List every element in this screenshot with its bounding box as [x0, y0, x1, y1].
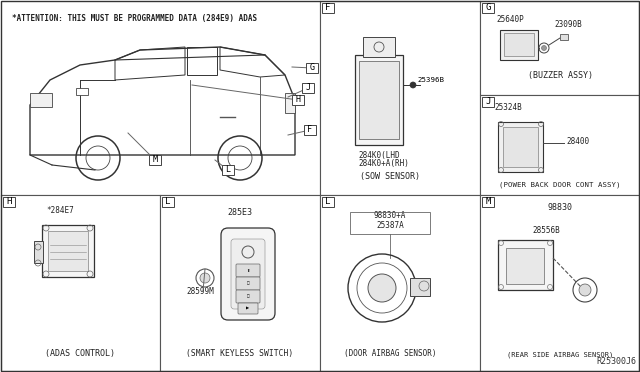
Text: M: M — [152, 155, 157, 164]
Bar — [76, 88, 88, 95]
Bar — [350, 212, 430, 234]
Bar — [292, 95, 304, 105]
Bar — [355, 55, 403, 145]
Bar — [482, 3, 494, 13]
Text: G: G — [310, 64, 314, 73]
Bar — [506, 248, 544, 284]
Bar — [504, 33, 534, 56]
Bar — [48, 231, 88, 271]
Circle shape — [579, 284, 591, 296]
Text: ▶: ▶ — [246, 307, 250, 311]
Bar — [410, 278, 430, 296]
Text: L: L — [325, 198, 331, 206]
Text: F: F — [325, 3, 331, 13]
Bar — [480, 1, 639, 95]
Text: 25640P: 25640P — [496, 15, 524, 24]
Bar — [306, 63, 318, 73]
Text: (ADAS CONTROL): (ADAS CONTROL) — [45, 349, 115, 358]
Text: *ATTENTION: THIS MUST BE PROGRAMMED DATA (284E9) ADAS: *ATTENTION: THIS MUST BE PROGRAMMED DATA… — [12, 14, 257, 23]
Text: 98830+A: 98830+A — [374, 211, 406, 220]
Bar — [3, 197, 15, 207]
Text: H: H — [6, 198, 12, 206]
Text: 28400: 28400 — [566, 137, 589, 145]
Text: 284K0(LHD: 284K0(LHD — [358, 151, 399, 160]
FancyBboxPatch shape — [238, 303, 258, 314]
Bar — [1, 195, 160, 371]
Text: 28599M: 28599M — [186, 287, 214, 296]
Circle shape — [541, 45, 547, 51]
Bar — [503, 127, 538, 167]
FancyBboxPatch shape — [236, 290, 260, 303]
Circle shape — [368, 274, 396, 302]
Text: (SOW SENSOR): (SOW SENSOR) — [360, 172, 420, 181]
Bar — [480, 195, 639, 371]
Bar — [500, 30, 538, 60]
Text: 🔓: 🔓 — [247, 282, 249, 285]
Text: L: L — [165, 198, 171, 206]
Bar — [160, 195, 320, 371]
Text: G: G — [485, 3, 491, 13]
Bar — [498, 122, 543, 172]
Bar — [42, 225, 94, 277]
Text: 284K0+A(RH): 284K0+A(RH) — [358, 159, 409, 168]
FancyBboxPatch shape — [231, 239, 265, 309]
Bar — [302, 83, 314, 93]
Text: L: L — [225, 166, 230, 174]
FancyBboxPatch shape — [236, 264, 260, 277]
Bar — [222, 165, 234, 175]
Bar — [149, 155, 161, 165]
Text: 25387A: 25387A — [376, 221, 404, 230]
Bar — [359, 61, 399, 139]
FancyBboxPatch shape — [236, 277, 260, 290]
Bar — [320, 1, 480, 195]
Text: 285E3: 285E3 — [227, 208, 253, 217]
Bar — [482, 197, 494, 207]
Text: (DOOR AIRBAG SENSOR): (DOOR AIRBAG SENSOR) — [344, 349, 436, 358]
Bar — [482, 97, 494, 107]
Bar — [162, 197, 174, 207]
Bar — [498, 240, 553, 290]
Bar — [320, 195, 480, 371]
Text: 🔒: 🔒 — [247, 295, 249, 298]
Text: M: M — [485, 198, 491, 206]
Text: H: H — [296, 96, 301, 105]
Text: R25300J6: R25300J6 — [596, 357, 636, 366]
Bar — [322, 197, 334, 207]
Text: 23090B: 23090B — [554, 20, 582, 29]
Text: J: J — [485, 97, 491, 106]
FancyBboxPatch shape — [221, 228, 275, 320]
Bar — [363, 37, 395, 57]
Text: F: F — [307, 125, 312, 135]
Bar — [285, 93, 295, 113]
Text: *284E7: *284E7 — [46, 206, 74, 215]
Text: (REAR SIDE AIRBAG SENSOR): (REAR SIDE AIRBAG SENSOR) — [507, 352, 613, 358]
Text: 28556B: 28556B — [532, 226, 560, 235]
Text: (SMART KEYLESS SWITCH): (SMART KEYLESS SWITCH) — [186, 349, 294, 358]
Bar — [30, 93, 52, 107]
Bar — [34, 241, 43, 263]
Text: 98830: 98830 — [547, 203, 573, 212]
Text: 25396B: 25396B — [417, 77, 444, 83]
Bar — [560, 34, 568, 40]
Text: (BUZZER ASSY): (BUZZER ASSY) — [527, 71, 593, 80]
Bar — [304, 125, 316, 135]
Circle shape — [410, 82, 416, 88]
Bar — [322, 3, 334, 13]
Text: ⬆: ⬆ — [246, 269, 250, 273]
Circle shape — [200, 273, 210, 283]
Text: J: J — [305, 83, 310, 93]
Bar — [480, 95, 639, 195]
Text: 25324B: 25324B — [494, 103, 522, 112]
Text: (POWER BACK DOOR CONT ASSY): (POWER BACK DOOR CONT ASSY) — [499, 182, 621, 188]
